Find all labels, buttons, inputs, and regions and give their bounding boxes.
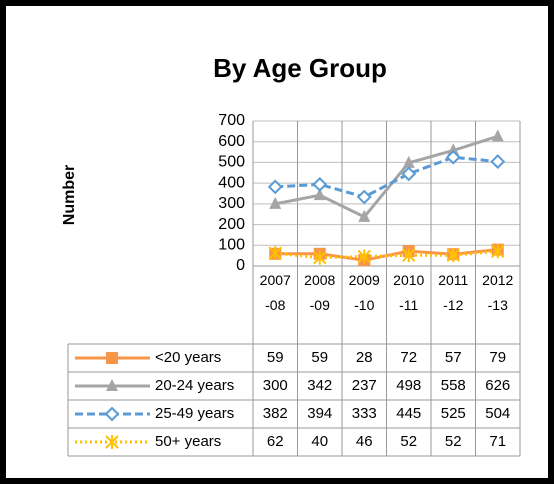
marker (269, 196, 282, 209)
legend-label: 20-24 years (155, 377, 234, 394)
legend-label: <20 years (155, 349, 221, 366)
table-value: 52 (445, 433, 462, 450)
table-value: 498 (396, 377, 421, 394)
table-value: 46 (356, 433, 373, 450)
category-label: 2012-13 (482, 272, 514, 313)
table-value: 626 (485, 377, 510, 394)
table-value: 333 (352, 405, 377, 422)
marker (267, 179, 283, 195)
series-line (275, 249, 498, 260)
table-value: 28 (356, 349, 373, 366)
table-value: 62 (267, 433, 284, 450)
chart-title: By Age Group (213, 53, 387, 83)
legend-label: 50+ years (155, 433, 221, 450)
marker (106, 379, 118, 391)
table-value: 79 (489, 349, 506, 366)
category-label: 2009-10 (348, 272, 380, 313)
table-value: 237 (352, 377, 377, 394)
marker (490, 154, 506, 170)
marker (447, 143, 460, 156)
y-axis-label: Number (61, 165, 78, 225)
y-tick-label: 300 (218, 195, 245, 212)
table-value: 558 (441, 377, 466, 394)
table-value: 300 (263, 377, 288, 394)
marker (402, 248, 416, 263)
marker (106, 352, 118, 364)
table-value: 52 (400, 433, 417, 450)
marker (313, 250, 327, 265)
marker (491, 129, 504, 142)
legend-label: 25-49 years (155, 405, 234, 422)
table-value: 504 (485, 405, 510, 422)
y-tick-label: 400 (218, 174, 245, 191)
marker (446, 248, 460, 263)
series-line (275, 155, 498, 199)
table-value: 40 (311, 433, 328, 450)
y-tick-label: 0 (236, 257, 245, 274)
table-value: 525 (441, 405, 466, 422)
y-tick-label: 100 (218, 237, 245, 254)
table-value: 59 (311, 349, 328, 366)
marker (105, 435, 119, 449)
marker (104, 406, 120, 422)
table-value: 71 (489, 433, 506, 450)
marker (445, 149, 461, 165)
marker (268, 246, 282, 261)
marker (313, 188, 326, 201)
marker (358, 209, 371, 222)
category-label: 2008-09 (304, 272, 336, 313)
marker (357, 249, 371, 264)
marker (401, 166, 417, 182)
series-line (274, 134, 499, 219)
table-value: 382 (263, 405, 288, 422)
marker (312, 176, 328, 192)
marker (356, 189, 372, 205)
y-tick-label: 600 (218, 133, 245, 150)
table-value: 59 (267, 349, 284, 366)
table-value: 394 (307, 405, 332, 422)
table-value: 57 (445, 349, 462, 366)
y-tick-label: 700 (218, 112, 245, 129)
y-tick-label: 500 (218, 154, 245, 171)
marker (491, 244, 505, 259)
marker (402, 155, 415, 168)
y-tick-label: 200 (218, 216, 245, 233)
table-value: 445 (396, 405, 421, 422)
category-label: 2010-11 (393, 272, 425, 313)
category-label: 2007-08 (259, 272, 291, 313)
table-value: 72 (400, 349, 417, 366)
category-label: 2011-12 (438, 272, 469, 313)
table-value: 342 (307, 377, 332, 394)
